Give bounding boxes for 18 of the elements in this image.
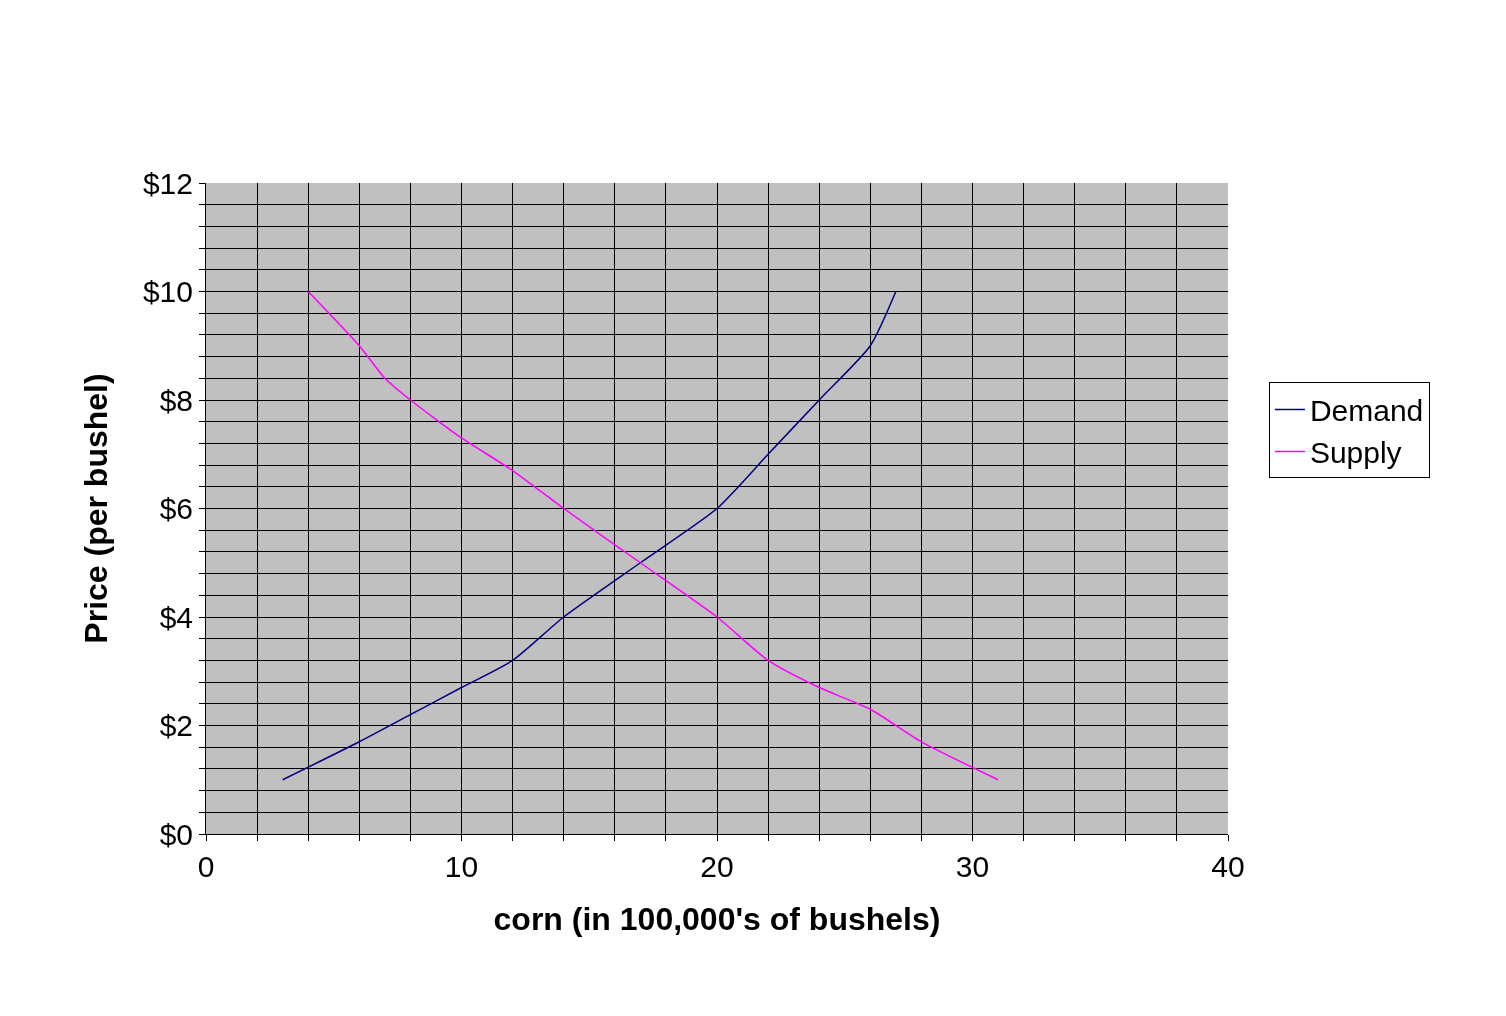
x-tick-label: 30 — [955, 850, 990, 883]
x-tick-label: 40 — [1211, 850, 1245, 883]
y-tick-label: $10 — [142, 275, 193, 308]
x-tick-label: 20 — [700, 850, 734, 883]
x-axis-title: corn (in 100,000's of bushels) — [493, 900, 941, 937]
y-tick-label: $2 — [159, 709, 193, 742]
line-series — [307, 290, 999, 781]
y-tick-label: $6 — [159, 492, 193, 525]
legend-label: Demand — [1309, 394, 1424, 428]
y-tick-label: $0 — [159, 817, 193, 851]
line-series — [281, 290, 897, 781]
x-tick-label: 10 — [444, 850, 479, 883]
legend-label: Supply — [1309, 436, 1402, 470]
y-tick-label: $8 — [159, 383, 193, 417]
y-tick-label: $4 — [159, 600, 193, 634]
x-tick-label: 0 — [197, 850, 215, 883]
y-tick-label: $12 — [142, 166, 193, 200]
y-axis-title: Price (per bushel) — [78, 373, 115, 644]
